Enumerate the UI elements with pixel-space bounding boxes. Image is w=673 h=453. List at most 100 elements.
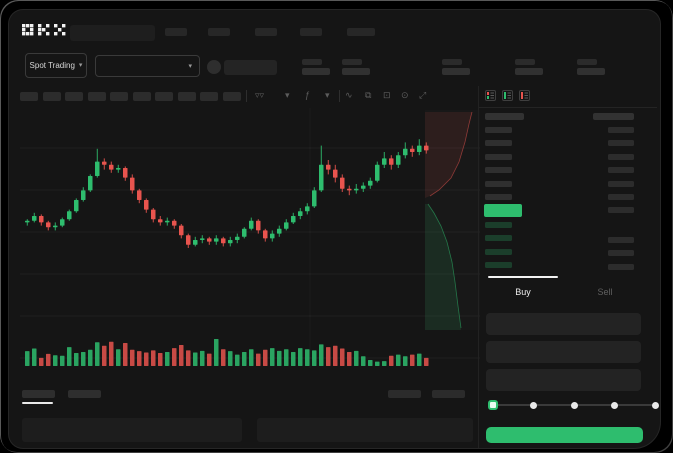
slider-stop[interactable] — [611, 401, 618, 409]
volume-bar — [200, 350, 205, 366]
bid-price-bar[interactable] — [485, 222, 512, 228]
nav-item-placeholder[interactable] — [255, 28, 277, 36]
book-asks-icon[interactable] — [519, 90, 530, 101]
volume-bar — [60, 355, 65, 366]
interval-button-placeholder[interactable] — [200, 92, 218, 101]
ticker-stat-label-placeholder — [302, 59, 322, 65]
tab-buy[interactable]: Buy — [488, 287, 558, 297]
nav-search-placeholder[interactable] — [70, 25, 155, 41]
candle-body — [396, 155, 401, 165]
volume-bar — [375, 361, 380, 366]
candle-body — [389, 158, 394, 165]
interval-button-placeholder[interactable] — [222, 92, 241, 101]
volume-bar — [81, 351, 86, 366]
volume-bar — [46, 353, 51, 366]
nav-item-placeholder[interactable] — [165, 28, 187, 36]
ticker-stat-value-placeholder — [302, 68, 330, 75]
bid-price-bar[interactable] — [485, 248, 512, 255]
chevron-down-icon[interactable]: ▾ — [285, 90, 290, 100]
volume-bar — [74, 353, 79, 366]
screenshot-icon[interactable]: ⊡ — [383, 90, 391, 100]
order-form-field-placeholder[interactable] — [486, 369, 641, 391]
interval-button-placeholder[interactable] — [155, 92, 173, 101]
candle-body — [102, 161, 107, 165]
volume-bar — [158, 353, 163, 366]
chart-style-icon[interactable]: ▿▿ — [255, 90, 265, 100]
candle-body — [95, 161, 100, 176]
candle-body — [333, 169, 338, 178]
volume-bar — [389, 355, 394, 366]
okx-logo[interactable] — [22, 24, 66, 36]
volume-bar — [256, 353, 261, 366]
orderbook-divider — [479, 107, 657, 108]
volume-bar — [144, 352, 149, 366]
slider-handle[interactable] — [488, 400, 498, 410]
ask-price-bar[interactable] — [485, 140, 512, 147]
bid-price-bar[interactable] — [485, 235, 512, 242]
tab-sell[interactable]: Sell — [565, 287, 645, 297]
ask-price-bar[interactable] — [485, 153, 512, 160]
slider-stop[interactable] — [570, 401, 578, 409]
market-type-label: Spot Trading — [29, 61, 75, 70]
candle-body — [403, 148, 408, 156]
ask-price-bar[interactable] — [485, 194, 512, 200]
line-tool-icon[interactable]: ∿ — [345, 90, 353, 100]
coin-icon — [207, 60, 221, 74]
volume-bar — [326, 347, 331, 366]
volume-bar — [221, 349, 226, 366]
volume-bar — [333, 345, 338, 366]
volume-bar — [347, 351, 352, 366]
book-bids-icon[interactable] — [502, 90, 513, 101]
amount-bar — [608, 263, 634, 270]
amount-bar — [608, 237, 634, 243]
ask-price-bar[interactable] — [485, 180, 512, 187]
candle-body — [144, 200, 149, 210]
bottom-tab-placeholder[interactable] — [22, 390, 55, 398]
last-price-bar[interactable] — [484, 204, 522, 217]
slider-stop[interactable] — [651, 401, 659, 409]
order-form-field-placeholder[interactable] — [486, 341, 641, 363]
candle-body — [81, 190, 86, 200]
amount-bar — [608, 153, 634, 160]
ask-price-bar[interactable] — [485, 167, 512, 174]
history-icon[interactable]: ⊙ — [401, 90, 409, 100]
ticker-stat-value-placeholder — [515, 68, 543, 75]
volume-bar — [382, 361, 387, 366]
volume-bar — [228, 351, 233, 366]
interval-button-placeholder[interactable] — [87, 92, 106, 101]
slider-stop[interactable] — [530, 401, 537, 409]
candlestick-chart[interactable] — [20, 108, 480, 378]
ask-price-bar[interactable] — [485, 127, 512, 133]
order-form-field-placeholder[interactable] — [486, 313, 641, 335]
market-type-dropdown[interactable]: Spot Trading ▾ — [25, 53, 87, 78]
candle-body — [179, 225, 184, 236]
pair-dropdown[interactable]: ▾ — [95, 55, 200, 77]
amount-bar — [608, 167, 634, 174]
volume-bar — [410, 354, 415, 366]
candle-body — [382, 158, 387, 165]
interval-button-placeholder[interactable] — [65, 92, 83, 101]
ticker-stat-label-placeholder — [342, 59, 362, 65]
candle-body — [151, 209, 156, 220]
buy-submit-button[interactable] — [486, 427, 643, 443]
compare-icon[interactable]: ⧉ — [365, 90, 372, 100]
fullscreen-icon[interactable]: ⤢ — [419, 90, 427, 100]
bottom-control-placeholder[interactable] — [432, 390, 465, 398]
nav-item-placeholder[interactable] — [300, 28, 322, 36]
bottom-tab-placeholder[interactable] — [68, 390, 101, 398]
indicators-icon[interactable]: ƒ — [305, 90, 311, 100]
bid-price-bar[interactable] — [485, 262, 512, 269]
book-combined-icon[interactable] — [485, 90, 496, 101]
ticker-stat-value-placeholder — [342, 68, 370, 75]
interval-button-placeholder[interactable] — [42, 92, 61, 101]
interval-button-placeholder[interactable] — [132, 92, 151, 101]
interval-button-placeholder[interactable] — [177, 92, 196, 101]
interval-button-placeholder[interactable] — [110, 92, 128, 101]
interval-button-placeholder[interactable] — [20, 92, 38, 101]
candle-body — [235, 236, 240, 240]
chevron-down-icon[interactable]: ▾ — [325, 90, 330, 100]
nav-item-placeholder[interactable] — [208, 28, 230, 36]
depth-bids-area — [425, 204, 461, 330]
bottom-control-placeholder[interactable] — [388, 390, 421, 398]
nav-item-placeholder[interactable] — [347, 28, 375, 36]
